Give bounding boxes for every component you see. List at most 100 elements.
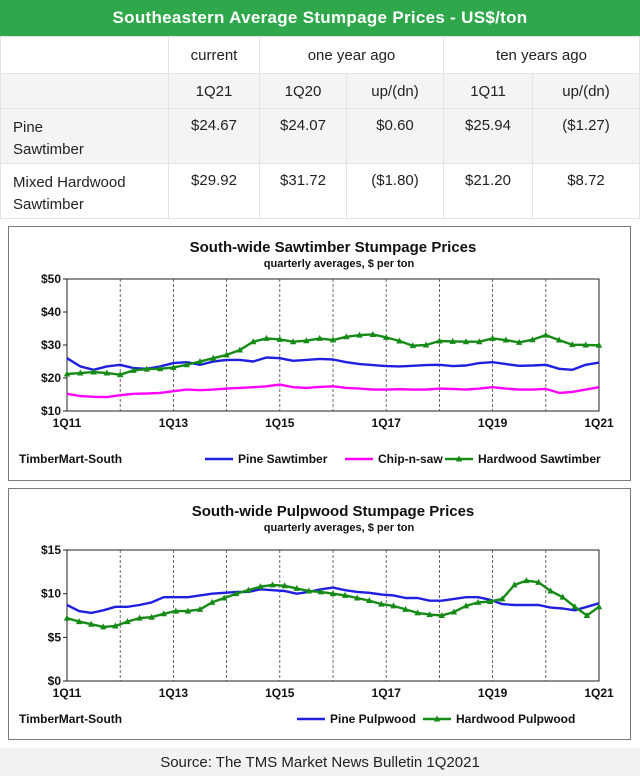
data-point-hardwood-sawtimber bbox=[582, 341, 589, 348]
y-tick-label: $10 bbox=[41, 404, 61, 418]
y-tick-label: $20 bbox=[41, 371, 61, 385]
data-point-hardwood-pulpwood bbox=[87, 620, 95, 627]
x-tick-label: 1Q11 bbox=[53, 686, 82, 700]
chart-title: South-wide Sawtimber Stumpage Prices bbox=[190, 239, 477, 256]
subheader-cell: 1Q21 bbox=[168, 73, 260, 109]
data-point-hardwood-sawtimber bbox=[396, 337, 403, 344]
table-cell: $29.92 bbox=[168, 163, 260, 219]
data-point-hardwood-pulpwood bbox=[511, 581, 518, 588]
x-tick-label: 1Q21 bbox=[584, 416, 614, 430]
data-point-hardwood-pulpwood bbox=[257, 583, 264, 590]
data-point-hardwood-pulpwood bbox=[571, 603, 579, 610]
data-point-hardwood-pulpwood bbox=[220, 594, 228, 601]
data-point-hardwood-pulpwood bbox=[208, 598, 216, 605]
data-point-hardwood-sawtimber bbox=[449, 337, 456, 344]
chart-title: South-wide Pulpwood Stumpage Prices bbox=[192, 503, 475, 520]
data-point-hardwood-sawtimber bbox=[476, 338, 483, 345]
data-point-hardwood-pulpwood bbox=[160, 610, 167, 617]
data-point-hardwood-sawtimber bbox=[569, 341, 576, 348]
page-title: Southeastern Average Stumpage Prices - U… bbox=[0, 0, 640, 36]
data-point-hardwood-sawtimber bbox=[90, 368, 97, 375]
data-point-hardwood-sawtimber bbox=[529, 336, 536, 343]
legend-label-hardwood-sawtimber: Hardwood Sawtimber bbox=[478, 452, 601, 466]
data-point-hardwood-pulpwood bbox=[148, 613, 155, 620]
table-cell: $31.72 bbox=[259, 163, 347, 219]
data-point-hardwood-sawtimber bbox=[542, 331, 549, 338]
data-point-hardwood-pulpwood bbox=[595, 603, 603, 610]
data-point-hardwood-pulpwood bbox=[402, 605, 409, 612]
data-point-hardwood-sawtimber bbox=[250, 338, 257, 345]
table-cell: $21.20 bbox=[443, 163, 533, 219]
data-point-hardwood-sawtimber bbox=[103, 369, 111, 376]
data-point-hardwood-pulpwood bbox=[112, 622, 119, 629]
data-point-hardwood-pulpwood bbox=[486, 598, 494, 605]
data-point-hardwood-sawtimber bbox=[489, 334, 496, 341]
data-point-hardwood-pulpwood bbox=[63, 614, 71, 621]
sawtimber-chart-svg: South-wide Sawtimber Stumpage Prices quar… bbox=[19, 239, 614, 466]
data-point-hardwood-pulpwood bbox=[196, 605, 204, 612]
sawtimber-chart: South-wide Sawtimber Stumpage Prices quar… bbox=[8, 226, 631, 481]
y-tick-label: $30 bbox=[41, 338, 61, 352]
data-point-hardwood-pulpwood bbox=[281, 582, 288, 589]
data-point-hardwood-pulpwood bbox=[269, 581, 276, 588]
y-tick-label: $10 bbox=[41, 587, 61, 601]
data-point-hardwood-pulpwood bbox=[523, 577, 530, 584]
data-point-hardwood-sawtimber bbox=[276, 335, 283, 342]
data-point-hardwood-pulpwood bbox=[474, 598, 482, 605]
series-line-pine-pulpwood bbox=[66, 586, 600, 615]
row-label: Mixed Hardwood Sawtimber bbox=[0, 163, 169, 219]
data-point-hardwood-sawtimber bbox=[183, 361, 190, 368]
y-tick-label: $15 bbox=[41, 543, 61, 557]
data-point-hardwood-pulpwood bbox=[462, 602, 470, 609]
x-tick-label: 1Q19 bbox=[478, 686, 508, 700]
subheader-cell: 1Q20 bbox=[259, 73, 347, 109]
data-point-hardwood-pulpwood bbox=[499, 595, 506, 602]
data-point-hardwood-sawtimber bbox=[117, 371, 124, 378]
data-point-hardwood-sawtimber bbox=[289, 338, 297, 345]
chart-source-note: TimberMart-South bbox=[19, 712, 122, 726]
data-point-hardwood-sawtimber bbox=[143, 365, 150, 372]
legend-label-pine-sawtimber: Pine Sawtimber bbox=[238, 452, 328, 466]
data-point-hardwood-pulpwood bbox=[317, 588, 325, 595]
data-point-hardwood-pulpwood bbox=[450, 608, 458, 615]
y-tick-label: $5 bbox=[48, 630, 62, 644]
subheader-cell: up/(dn) bbox=[532, 73, 640, 109]
data-point-hardwood-pulpwood bbox=[233, 590, 240, 597]
subheader-cell: 1Q11 bbox=[443, 73, 533, 109]
data-point-hardwood-pulpwood bbox=[329, 590, 337, 597]
table-row: Mixed Hardwood Sawtimber $29.92 $31.72 ($… bbox=[0, 163, 640, 219]
row-label: Pine Sawtimber bbox=[0, 108, 169, 164]
pulpwood-chart: South-wide Pulpwood Stumpage Prices quart… bbox=[8, 488, 631, 740]
data-point-hardwood-pulpwood bbox=[414, 609, 421, 616]
data-point-hardwood-pulpwood bbox=[426, 611, 433, 618]
table-cell: $24.07 bbox=[259, 108, 347, 164]
series-line-chip-n-saw bbox=[66, 383, 600, 399]
x-tick-label: 1Q17 bbox=[372, 686, 402, 700]
data-point-hardwood-pulpwood bbox=[438, 612, 446, 618]
x-tick-label: 1Q17 bbox=[372, 416, 402, 430]
x-tick-label: 1Q15 bbox=[265, 686, 295, 700]
table-cell: $24.67 bbox=[168, 108, 260, 164]
data-point-hardwood-pulpwood bbox=[378, 600, 385, 607]
data-point-hardwood-pulpwood bbox=[583, 612, 591, 618]
legend-label-chip-n-saw: Chip-n-saw bbox=[378, 452, 443, 466]
data-point-hardwood-sawtimber bbox=[595, 341, 603, 348]
y-tick-label: $0 bbox=[48, 674, 62, 688]
data-point-hardwood-pulpwood bbox=[341, 591, 349, 598]
data-point-hardwood-sawtimber bbox=[210, 354, 217, 361]
data-point-hardwood-pulpwood bbox=[75, 618, 83, 625]
data-point-hardwood-sawtimber bbox=[462, 338, 470, 345]
data-point-hardwood-sawtimber bbox=[303, 337, 310, 344]
data-point-hardwood-pulpwood bbox=[390, 602, 397, 609]
table-corner-cell bbox=[0, 36, 169, 74]
data-point-hardwood-pulpwood bbox=[184, 607, 192, 614]
data-point-hardwood-pulpwood bbox=[136, 614, 143, 621]
data-point-hardwood-sawtimber bbox=[170, 363, 177, 370]
data-point-hardwood-sawtimber bbox=[369, 330, 377, 337]
data-point-hardwood-sawtimber bbox=[409, 342, 416, 349]
data-point-hardwood-sawtimber bbox=[343, 333, 350, 340]
table-corner-cell bbox=[0, 73, 169, 109]
legend-marker-hardwood-sawtimber bbox=[455, 455, 463, 462]
data-point-hardwood-sawtimber bbox=[130, 366, 137, 373]
group-header-one-year-ago: one year ago bbox=[259, 36, 444, 74]
